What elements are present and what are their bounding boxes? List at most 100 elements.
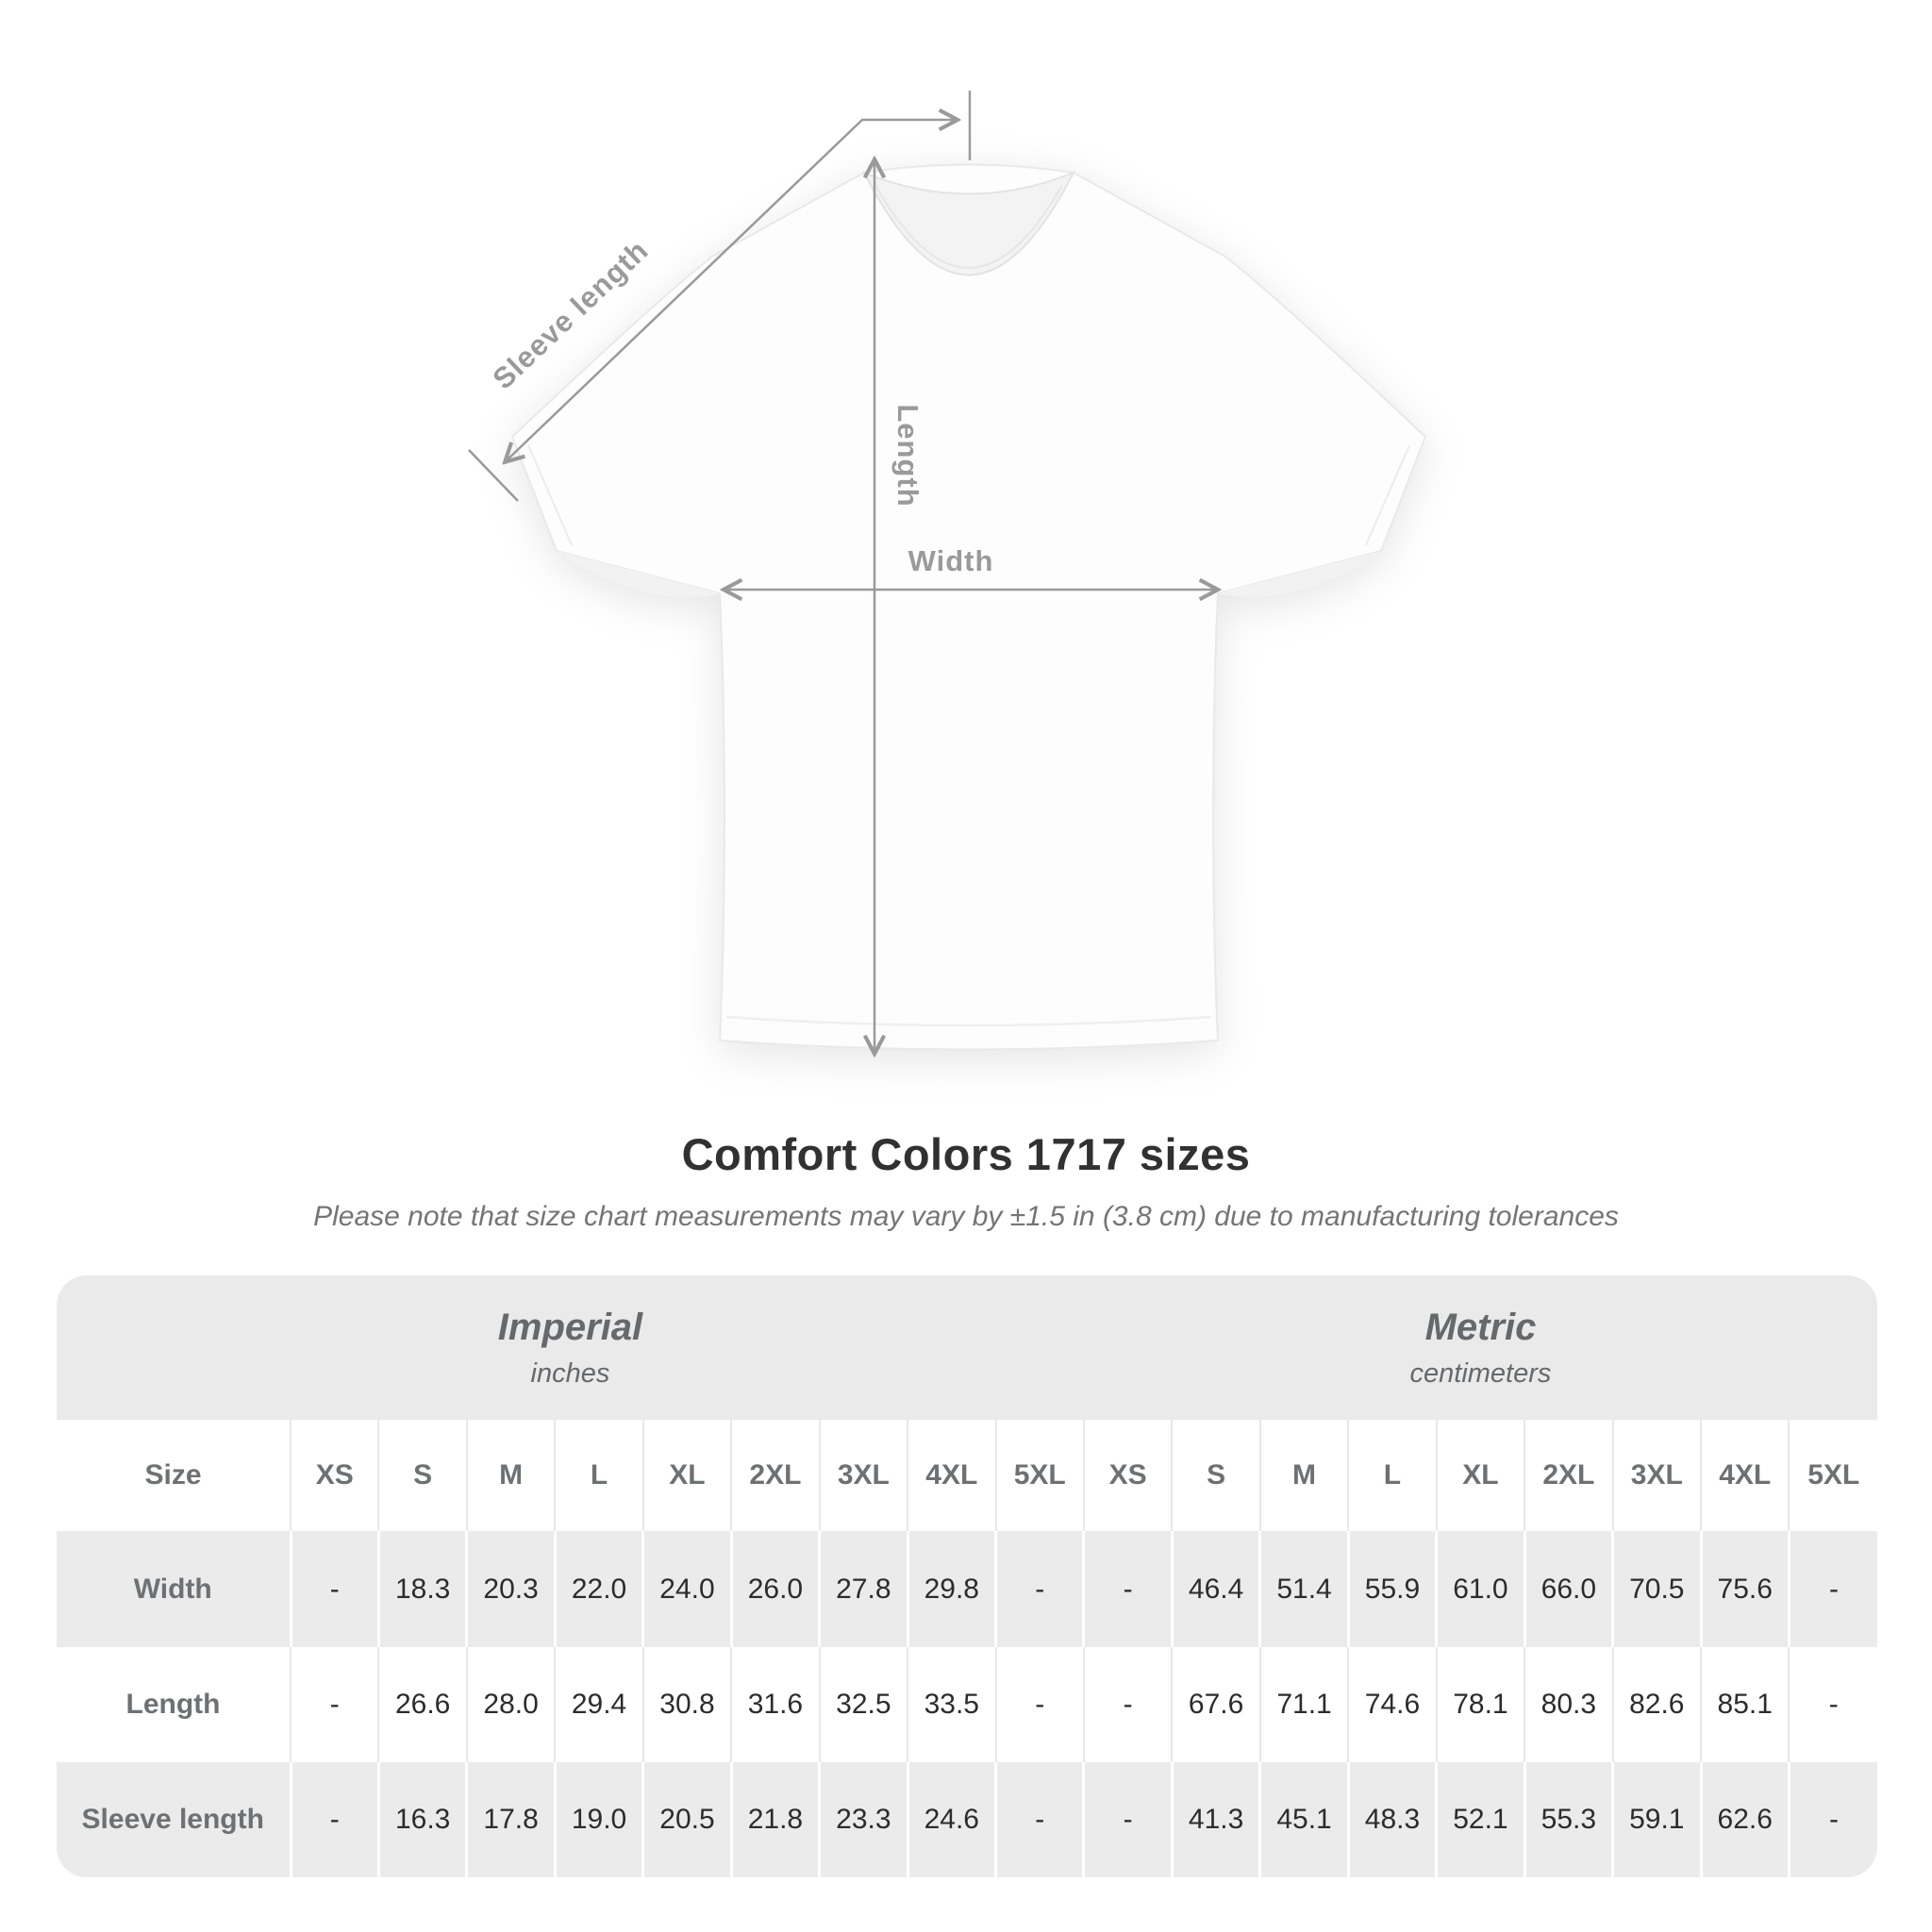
length-metric-5xl: - [1788, 1646, 1877, 1762]
width-metric-xl: 61.0 [1435, 1531, 1525, 1647]
sleeve-metric-m: 45.1 [1258, 1761, 1349, 1877]
size-header-imperial-m: M [465, 1420, 556, 1532]
tshirt-measurement-diagram: Sleeve length Length Width [468, 91, 1427, 1264]
sleeve-imperial-m: 17.8 [465, 1761, 556, 1877]
width-imperial-4xl: 29.8 [906, 1531, 996, 1647]
size-header-imperial-4xl: 4XL [907, 1420, 996, 1532]
length-label: Length [891, 404, 924, 507]
length-metric-3xl: 82.6 [1611, 1646, 1701, 1762]
sleeve-metric-4xl: 62.6 [1699, 1761, 1790, 1877]
imperial-group-label: Imperial [497, 1306, 643, 1348]
width-imperial-xl: 24.0 [641, 1531, 732, 1647]
size-header-metric-xs: XS [1082, 1420, 1173, 1532]
width-metric-s: 46.4 [1170, 1531, 1260, 1647]
size-header-metric-s: S [1171, 1420, 1260, 1532]
size-header-metric-xl: XL [1435, 1420, 1525, 1532]
sleeve-imperial-2xl: 21.8 [729, 1761, 820, 1877]
sleeve-imperial-4xl: 24.6 [906, 1761, 996, 1877]
table-row-sleeve-length: Sleeve length - 16.3 17.8 19.0 20.5 21.8… [57, 1761, 1877, 1877]
hem-seam [725, 1015, 1212, 1027]
width-metric-2xl: 66.0 [1523, 1531, 1613, 1647]
sleeve-metric-3xl: 59.1 [1611, 1761, 1701, 1877]
size-header-imperial-2xl: 2XL [730, 1420, 820, 1532]
row-label-width: Width [57, 1531, 291, 1647]
length-imperial-l: 29.4 [554, 1646, 643, 1762]
table-row-length: Length - 26.6 28.0 29.4 30.8 31.6 32.5 3… [57, 1646, 1877, 1762]
sleeve-length-start-tick [468, 449, 519, 502]
size-header-imperial-5xl: 5XL [994, 1420, 1084, 1532]
sleeve-metric-5xl: - [1787, 1761, 1877, 1877]
size-table: Imperial inches Metric centimeters Size … [57, 1275, 1877, 1877]
size-header-metric-l: L [1347, 1420, 1437, 1532]
imperial-group-unit: inches [530, 1357, 610, 1389]
sleeve-imperial-5xl: - [993, 1761, 1084, 1877]
unit-group-header-row: Imperial inches Metric centimeters [57, 1275, 1877, 1421]
heading-block: Comfort Colors 1717 sizes Please note th… [0, 1128, 1932, 1233]
width-metric-4xl: 75.6 [1699, 1531, 1790, 1647]
sleeve-imperial-l: 19.0 [553, 1761, 643, 1877]
size-header-imperial-xs: XS [289, 1420, 379, 1532]
length-imperial-m: 28.0 [465, 1646, 556, 1762]
sleeve-imperial-xs: - [289, 1761, 379, 1877]
tshirt-graphic [510, 163, 1427, 1051]
sleeve-imperial-xl: 20.5 [641, 1761, 732, 1877]
width-imperial-s: 18.3 [376, 1531, 467, 1647]
size-header-metric-5xl: 5XL [1788, 1420, 1877, 1532]
width-metric-l: 55.9 [1346, 1531, 1437, 1647]
table-row-width: Width - 18.3 20.3 22.0 24.0 26.0 27.8 29… [57, 1531, 1877, 1647]
metric-group-unit: centimeters [1409, 1357, 1552, 1389]
row-label-sleeve-length: Sleeve length [57, 1761, 291, 1877]
left-underarm-shading [557, 551, 720, 597]
length-metric-m: 71.1 [1258, 1646, 1349, 1762]
length-metric-l: 74.6 [1347, 1646, 1437, 1762]
tolerance-note: Please note that size chart measurements… [313, 1201, 1619, 1232]
length-metric-s: 67.6 [1171, 1646, 1260, 1762]
size-header-metric-3xl: 3XL [1611, 1420, 1701, 1532]
length-metric-2xl: 80.3 [1524, 1646, 1613, 1762]
width-metric-3xl: 70.5 [1611, 1531, 1701, 1647]
length-imperial-4xl: 33.5 [907, 1646, 996, 1762]
length-imperial-xs: - [289, 1646, 379, 1762]
length-imperial-2xl: 31.6 [730, 1646, 820, 1762]
page-title: Comfort Colors 1717 sizes [681, 1129, 1251, 1179]
imperial-group-header: Imperial inches [57, 1275, 1084, 1421]
width-imperial-l: 22.0 [553, 1531, 643, 1647]
metric-group-label: Metric [1424, 1306, 1537, 1348]
sleeve-metric-l: 48.3 [1346, 1761, 1437, 1877]
width-imperial-m: 20.3 [465, 1531, 556, 1647]
length-metric-4xl: 85.1 [1699, 1646, 1790, 1762]
metric-group-header: Metric centimeters [1083, 1275, 1877, 1421]
size-header-imperial-3xl: 3XL [818, 1420, 908, 1532]
sleeve-metric-s: 41.3 [1170, 1761, 1260, 1877]
width-metric-m: 51.4 [1258, 1531, 1349, 1647]
width-imperial-2xl: 26.0 [729, 1531, 820, 1647]
length-imperial-3xl: 32.5 [818, 1646, 908, 1762]
sleeve-metric-xl: 52.1 [1435, 1761, 1525, 1877]
sleeve-imperial-s: 16.3 [376, 1761, 467, 1877]
length-metric-xl: 78.1 [1435, 1646, 1525, 1762]
size-header-imperial-xl: XL [641, 1420, 732, 1532]
size-header-metric-m: M [1258, 1420, 1349, 1532]
size-header-imperial-s: S [377, 1420, 467, 1532]
right-cuff-seam [1365, 444, 1410, 546]
size-column-header: Size [57, 1420, 291, 1532]
sleeve-imperial-3xl: 23.3 [818, 1761, 908, 1877]
width-metric-xs: - [1082, 1531, 1173, 1647]
sleeve-length-arrow [506, 120, 957, 461]
length-imperial-5xl: - [994, 1646, 1084, 1762]
length-imperial-s: 26.6 [377, 1646, 467, 1762]
right-underarm-shading [1218, 551, 1381, 597]
size-header-metric-2xl: 2XL [1524, 1420, 1613, 1532]
sleeve-metric-xs: - [1082, 1761, 1173, 1877]
size-header-row: Size XS S M L XL 2XL 3XL 4XL 5XL XS S M … [57, 1420, 1877, 1532]
width-imperial-xs: - [289, 1531, 379, 1647]
width-imperial-5xl: - [993, 1531, 1084, 1647]
size-header-imperial-l: L [554, 1420, 643, 1532]
length-metric-xs: - [1082, 1646, 1173, 1762]
width-imperial-3xl: 27.8 [818, 1531, 908, 1647]
width-label: Width [908, 544, 994, 577]
length-imperial-xl: 30.8 [641, 1646, 732, 1762]
row-label-length: Length [57, 1646, 291, 1762]
sleeve-metric-2xl: 55.3 [1523, 1761, 1613, 1877]
size-header-metric-4xl: 4XL [1699, 1420, 1790, 1532]
